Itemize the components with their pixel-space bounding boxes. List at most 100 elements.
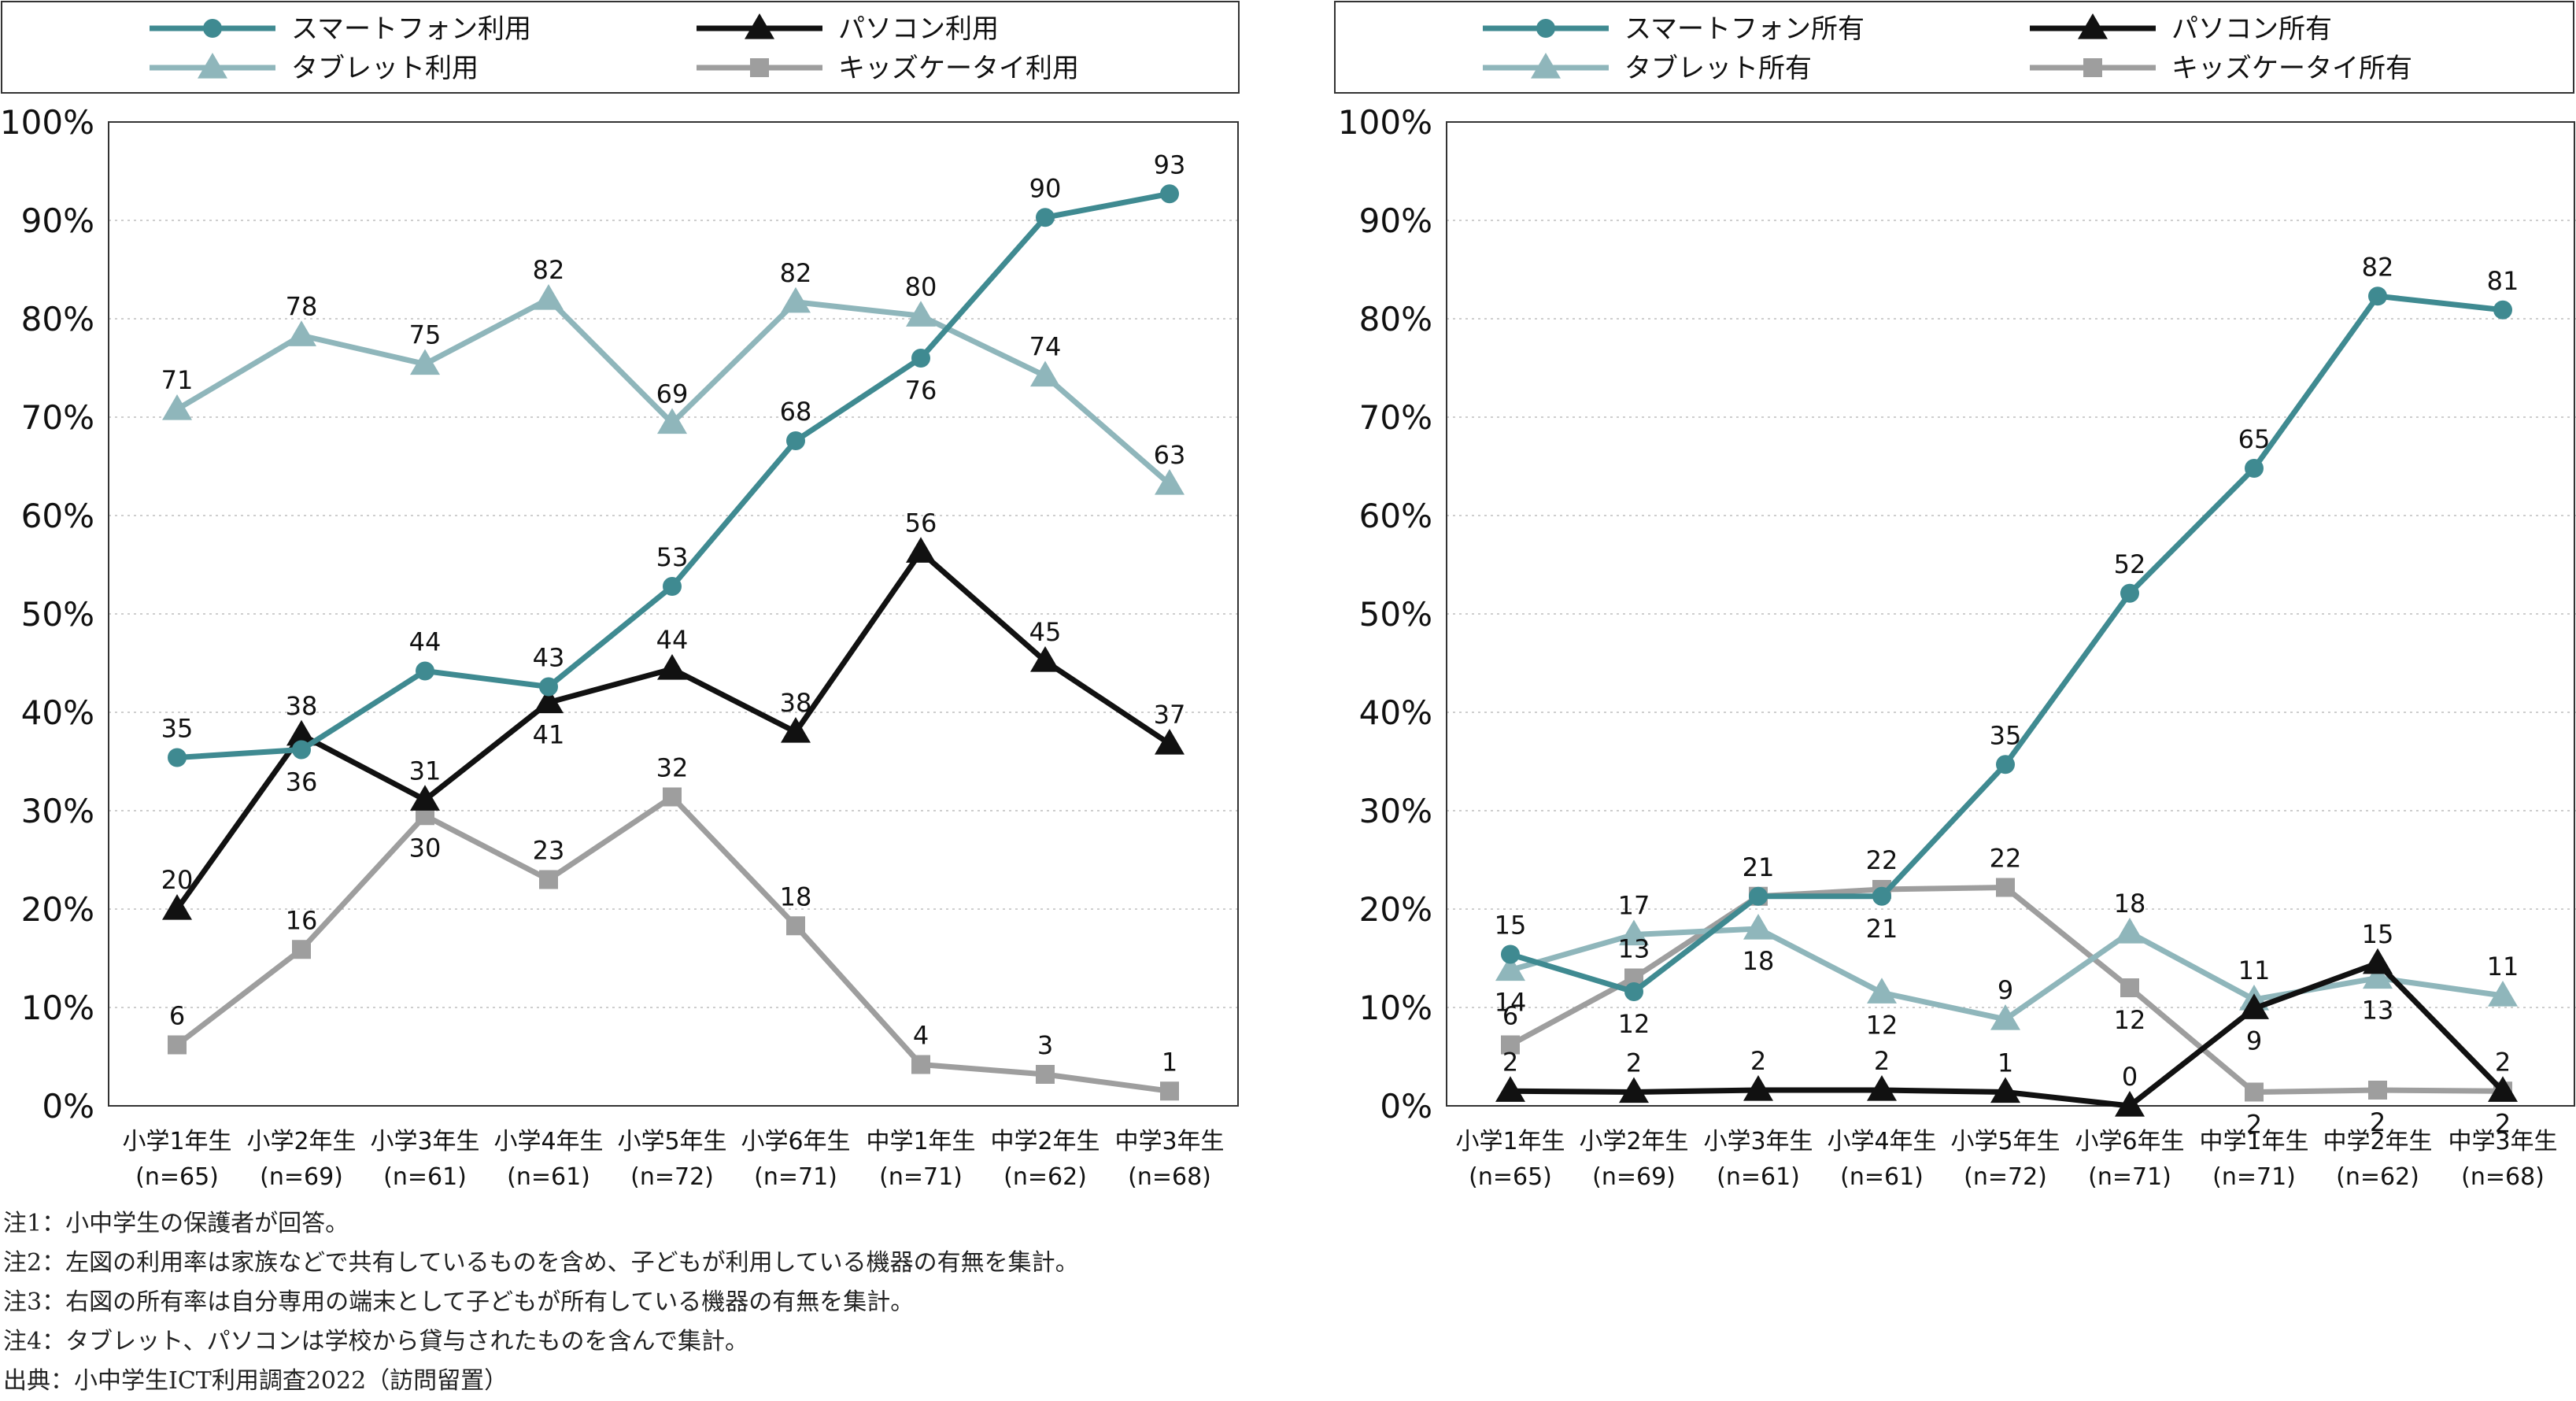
data-label: 93: [1154, 150, 1186, 179]
y-tick-label: 70%: [1359, 398, 1432, 437]
data-point: [1624, 982, 1643, 1001]
data-label: 2: [1750, 1046, 1766, 1076]
x-tick-label: 小学2年生: [1579, 1128, 1688, 1155]
y-tick-label: 70%: [21, 398, 94, 437]
data-label: 11: [2238, 956, 2271, 985]
data-label: 12: [2114, 1005, 2146, 1035]
legend-item-tablet: タブレット利用: [150, 53, 479, 84]
data-label: 75: [409, 320, 442, 350]
data-label: 2: [1626, 1048, 1642, 1078]
data-label: 90: [1029, 173, 1062, 203]
x-tick-label: 中学3年生: [2448, 1128, 2557, 1155]
data-point: [286, 719, 316, 746]
data-label: 21: [1866, 914, 1898, 944]
data-point: [657, 408, 687, 434]
data-label: 6: [1502, 1001, 1518, 1031]
data-point: [534, 687, 564, 714]
x-tick-label: 小学3年生: [1703, 1128, 1813, 1155]
data-point: [2368, 1081, 2387, 1100]
data-label: 52: [2114, 549, 2146, 579]
y-tick-label: 90%: [1359, 201, 1432, 240]
data-label: 56: [905, 508, 937, 538]
data-point: [539, 677, 558, 697]
data-point: [168, 1035, 187, 1055]
legend-label: キッズケータイ所有: [2171, 53, 2412, 84]
x-tick-label: 中学1年生: [2199, 1128, 2308, 1155]
data-point: [663, 787, 682, 807]
data-label: 63: [1154, 440, 1186, 470]
data-label: 21: [1743, 852, 1775, 882]
legend-label: パソコン所有: [2171, 13, 2332, 45]
y-tick-label: 20%: [21, 890, 94, 929]
footnote-2: 注2：左図の利用率は家族などで共有しているものを含め、子どもが利用している機器の…: [3, 1249, 1079, 1277]
data-point: [911, 349, 930, 368]
data-label: 74: [1029, 332, 1062, 362]
data-point: [657, 654, 687, 680]
data-label: 36: [286, 767, 318, 797]
data-label: 32: [656, 753, 689, 783]
data-label: 53: [656, 542, 689, 572]
legend-item-smartphone: スマートフォン利用: [150, 13, 531, 45]
data-label: 20: [161, 865, 194, 895]
x-tick-sample-size: (n=61): [383, 1163, 467, 1191]
data-point: [786, 431, 805, 450]
data-label: 3: [1037, 1030, 1053, 1060]
y-tick-label: 30%: [1359, 792, 1432, 830]
data-point: [2120, 583, 2139, 603]
x-tick-sample-size: (n=62): [1003, 1163, 1087, 1191]
x-tick-label: 小学4年生: [493, 1128, 603, 1155]
legend-label: タブレット所有: [1624, 53, 1812, 84]
x-tick-label: 小学4年生: [1827, 1128, 1936, 1155]
legend-item-smartphone: スマートフォン所有: [1483, 13, 1865, 45]
y-tick-label: 80%: [21, 300, 94, 338]
data-label: 18: [2114, 889, 2146, 919]
y-tick-label: 10%: [1359, 989, 1432, 1027]
data-point: [2245, 459, 2264, 478]
data-point: [1743, 914, 1773, 940]
footnote-4: 注4：タブレット、パソコンは学校から貸与されたものを含んで集計。: [3, 1328, 748, 1355]
data-label: 37: [1154, 700, 1186, 730]
data-label: 82: [2362, 252, 2394, 282]
y-tick-label: 40%: [21, 693, 94, 732]
x-tick-sample-size: (n=69): [1592, 1163, 1676, 1191]
x-tick-sample-size: (n=68): [1128, 1163, 1211, 1191]
data-label: 15: [2362, 919, 2394, 949]
y-tick-label: 40%: [1359, 693, 1432, 732]
data-point: [1990, 1004, 2020, 1030]
data-label: 11: [2487, 952, 2519, 981]
data-label: 2: [2495, 1047, 2511, 1077]
x-tick-label: 小学5年生: [1950, 1128, 2060, 1155]
y-tick-label: 50%: [1359, 595, 1432, 634]
data-point: [1495, 955, 1525, 981]
x-tick-sample-size: (n=61): [507, 1163, 590, 1191]
data-point: [1996, 755, 2015, 774]
series-smartphone: [1501, 286, 2512, 1001]
legend-item-tablet: タブレット所有: [1483, 53, 1812, 84]
data-label: 30: [409, 833, 442, 863]
data-label: 78: [286, 291, 318, 321]
x-tick-sample-size: (n=72): [630, 1163, 714, 1191]
data-point: [906, 301, 936, 327]
series-pc: [162, 537, 1185, 920]
data-point: [2493, 300, 2512, 320]
data-point: [1036, 208, 1055, 227]
legend-swatch-marker: [2083, 58, 2102, 77]
data-label: 13: [2362, 996, 2394, 1026]
data-point: [292, 740, 311, 760]
data-label: 22: [1990, 844, 2022, 874]
x-tick-sample-size: (n=71): [2212, 1163, 2296, 1191]
series-pc: [1495, 948, 2518, 1117]
data-point: [416, 661, 434, 681]
data-label: 18: [780, 882, 812, 911]
data-point: [2120, 978, 2139, 997]
x-tick-label: 小学1年生: [1455, 1128, 1565, 1155]
data-label: 0: [2122, 1062, 2138, 1092]
data-point: [1990, 1077, 2020, 1103]
data-label: 80: [905, 272, 937, 301]
x-tick-sample-size: (n=68): [2461, 1163, 2545, 1191]
legend-item-pc: パソコン利用: [697, 13, 999, 45]
data-point: [2488, 981, 2518, 1007]
legend-item-kids: キッズケータイ所有: [2030, 53, 2412, 84]
